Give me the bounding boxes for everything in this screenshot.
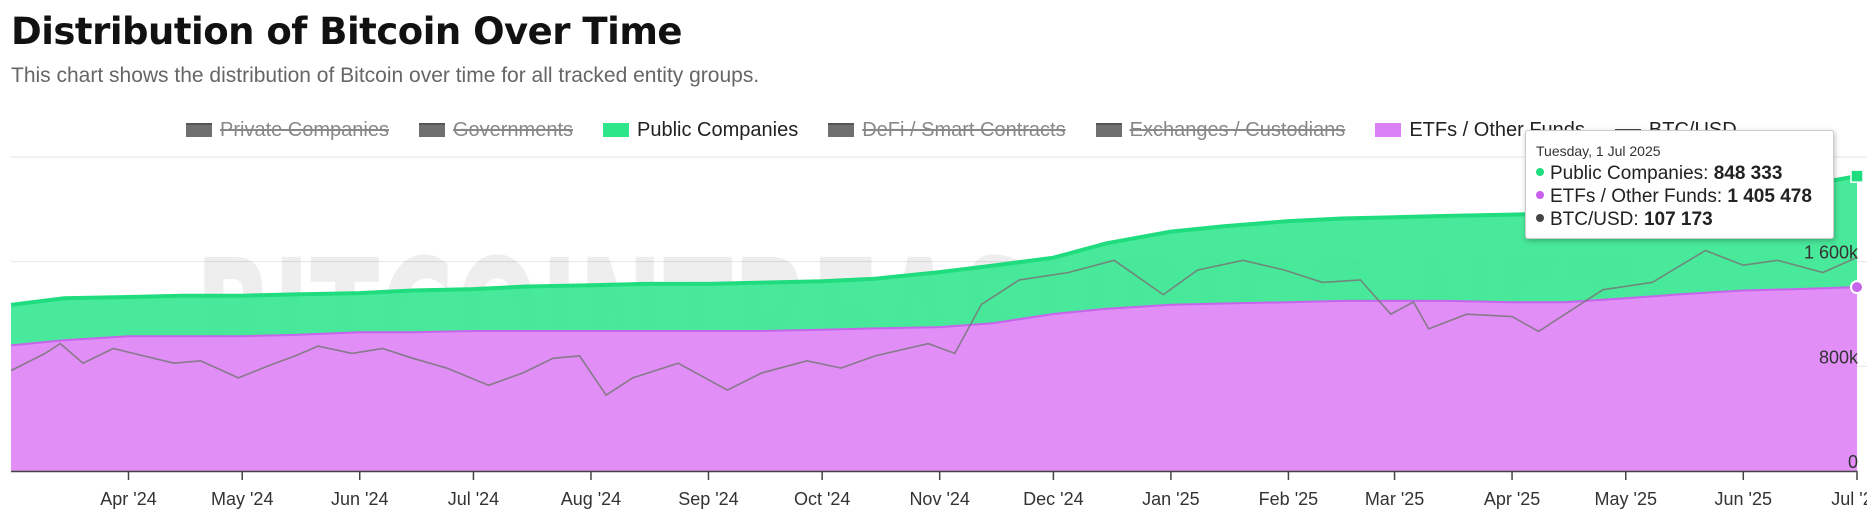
axes: 0 800k 1 600k Apr '24 May '24 Jun '24 Jul '24 A… bbox=[11, 243, 1867, 509]
chart-subtitle: This chart shows the distribution of Bit… bbox=[11, 64, 760, 87]
x-tick-label: Oct '24 bbox=[794, 489, 850, 509]
etfs-area bbox=[11, 287, 1857, 471]
y-tick-label: 1 600k bbox=[1804, 243, 1859, 263]
x-tick-label: Jul '25 bbox=[1831, 489, 1867, 509]
legend-label: Public Companies bbox=[637, 118, 799, 141]
x-tick-label: Jun '24 bbox=[331, 489, 388, 509]
tooltip-label: ETFs / Other Funds: bbox=[1550, 186, 1728, 207]
tooltip-value: 848 333 bbox=[1713, 163, 1783, 184]
legend-swatch-icon bbox=[828, 123, 855, 137]
legend-label: DeFi / Smart Contracts bbox=[862, 118, 1066, 141]
public-companies-dot-icon bbox=[1536, 167, 1544, 176]
legend-item[interactable]: Exchanges / Custodians bbox=[1095, 118, 1346, 142]
y-tick-label: 800k bbox=[1819, 347, 1859, 367]
legend-item[interactable]: Private Companies bbox=[186, 119, 389, 142]
x-tick-label: Nov '24 bbox=[909, 489, 969, 509]
legend-label: Governments bbox=[452, 118, 574, 141]
legend-item[interactable]: Governments bbox=[418, 118, 574, 142]
tooltip-label: BTC/USD: bbox=[1550, 209, 1644, 230]
tooltip-row-etfs: ETFs / Other Funds: 1 405 478 bbox=[1536, 186, 1812, 208]
x-tick-label: Sep '24 bbox=[678, 489, 739, 509]
x-tick-label: Apr '25 bbox=[1484, 489, 1540, 509]
x-tick-label: May '24 bbox=[211, 489, 273, 509]
x-tick-label: Jan '25 bbox=[1142, 489, 1199, 509]
chart-title: Distribution of Bitcoin Over Time bbox=[11, 10, 682, 53]
legend-swatch-icon bbox=[418, 123, 445, 137]
y-tick-label: 0 bbox=[1848, 452, 1858, 472]
x-tick-label: Apr '24 bbox=[100, 489, 156, 509]
legend-swatch-icon bbox=[186, 123, 212, 137]
legend-item[interactable]: DeFi / Smart Contracts bbox=[828, 118, 1066, 142]
hover-markers bbox=[1850, 169, 1864, 295]
x-tick-label: May '25 bbox=[1595, 489, 1657, 509]
etfs-dot-icon bbox=[1536, 190, 1544, 199]
public-companies-marker bbox=[1850, 169, 1864, 183]
etfs-line bbox=[10, 286, 1858, 347]
tooltip-value: 107 173 bbox=[1643, 209, 1713, 230]
x-tick-label: Jun '25 bbox=[1715, 489, 1772, 509]
etfs-marker bbox=[1850, 280, 1864, 295]
btc-usd-line bbox=[10, 249, 1858, 397]
chart-tooltip: Tuesday, 1 Jul 2025 Public Companies: 84… bbox=[1525, 130, 1834, 239]
tooltip-date: Tuesday, 1 Jul 2025 bbox=[1536, 143, 1661, 159]
x-tick-label: Jul '24 bbox=[448, 489, 499, 509]
legend-swatch-icon bbox=[1375, 123, 1402, 137]
x-tick-label: Dec '24 bbox=[1023, 489, 1083, 509]
legend-item[interactable]: Public Companies bbox=[603, 119, 798, 142]
x-tick-label: Aug '24 bbox=[561, 489, 622, 509]
legend-label: Private Companies bbox=[220, 118, 389, 141]
tooltip-label: Public Companies: bbox=[1550, 163, 1714, 184]
legend-swatch-icon bbox=[603, 123, 630, 137]
legend-swatch-icon bbox=[1095, 123, 1122, 137]
btc-usd-dot-icon bbox=[1536, 213, 1544, 222]
tooltip-row-public-companies: Public Companies: 848 333 bbox=[1536, 163, 1782, 185]
x-tick-label: Mar '25 bbox=[1365, 489, 1424, 509]
tooltip-value: 1 405 478 bbox=[1727, 186, 1812, 207]
legend-label: Exchanges / Custodians bbox=[1129, 118, 1346, 141]
x-tick-label: Feb '25 bbox=[1259, 489, 1318, 509]
tooltip-row-btc-usd: BTC/USD: 107 173 bbox=[1536, 209, 1713, 231]
